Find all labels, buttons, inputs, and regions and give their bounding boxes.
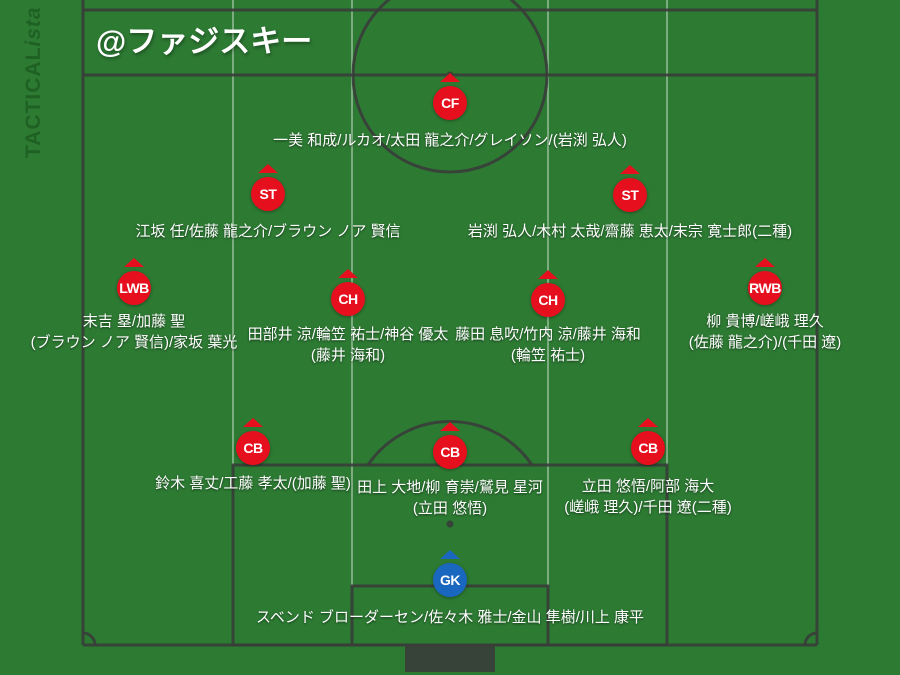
player-names-rwb: 柳 貴博/嵯峨 理久 (佐藤 龍之介)/(千田 遼) bbox=[455, 311, 900, 353]
position-disc-st-right[interactable]: ST bbox=[613, 178, 647, 212]
position-label: CH bbox=[338, 291, 358, 307]
position-marker-cf[interactable]: CF bbox=[433, 73, 467, 121]
facing-arrow-icon bbox=[638, 418, 658, 427]
position-marker-st-left[interactable]: ST bbox=[251, 164, 285, 212]
corner-arc-right bbox=[803, 631, 818, 646]
position-label: CH bbox=[538, 292, 558, 308]
position-disc-cf[interactable]: CF bbox=[433, 86, 467, 120]
player-names-line: 江坂 任/佐藤 龍之介/ブラウン ノア 賢信 bbox=[135, 223, 401, 240]
penalty-spot bbox=[446, 520, 454, 528]
position-marker-ch-left[interactable]: CH bbox=[331, 269, 365, 317]
player-names-line: (藤井 海和) bbox=[310, 347, 386, 364]
player-names-cf: 一美 和成/ルカオ/太田 龍之介/グレイソン/(岩渕 弘人) bbox=[140, 130, 760, 151]
player-names-line: (ブラウン ノア 賢信)/家坂 葉光 bbox=[30, 334, 238, 351]
position-marker-cb-right[interactable]: CB bbox=[631, 418, 665, 466]
position-disc-lwb[interactable]: LWB bbox=[117, 271, 151, 305]
player-names-line: 一美 和成/ルカオ/太田 龍之介/グレイソン/(岩渕 弘人) bbox=[273, 132, 627, 149]
player-names-line: 柳 貴博/嵯峨 理久 bbox=[706, 313, 824, 330]
player-names-line: 田上 大地/柳 育崇/鷲見 星河 bbox=[357, 479, 543, 496]
facing-arrow-icon bbox=[440, 550, 460, 559]
player-names-st-right: 岩渕 弘人/木村 太哉/齋藤 恵太/末宗 寛士郎(二種) bbox=[320, 221, 900, 242]
player-names-cb-center: 田上 大地/柳 育崇/鷲見 星河 (立田 悠悟) bbox=[140, 477, 760, 519]
facing-arrow-icon bbox=[338, 269, 358, 278]
position-label: ST bbox=[621, 187, 639, 203]
position-disc-ch-left[interactable]: CH bbox=[331, 282, 365, 316]
position-disc-cb-left[interactable]: CB bbox=[236, 431, 270, 465]
player-names-ch-left: 田部井 涼/輪笠 祐士/神谷 優太 (藤井 海和) bbox=[38, 324, 658, 366]
position-marker-gk[interactable]: GK bbox=[433, 550, 467, 598]
position-label: GK bbox=[440, 572, 461, 588]
penalty-arc bbox=[366, 419, 534, 466]
facing-arrow-icon bbox=[755, 258, 775, 267]
position-disc-st-left[interactable]: ST bbox=[251, 177, 285, 211]
player-names-cb-left: 鈴木 喜丈/工藤 孝太/(加藤 聖) bbox=[0, 473, 563, 494]
corner-arc-left bbox=[82, 631, 97, 646]
player-names-ch-right: 藤田 息吹/竹内 涼/藤井 海和 (輪笠 祐士) bbox=[238, 324, 858, 366]
facing-arrow-icon bbox=[620, 165, 640, 174]
player-names-line: (立田 悠悟) bbox=[412, 500, 488, 517]
facing-arrow-icon bbox=[440, 422, 460, 431]
player-names-line: (嵯峨 理久)/千田 遼(二種) bbox=[564, 499, 732, 516]
position-label: CB bbox=[243, 440, 263, 456]
player-names-st-left: 江坂 任/佐藤 龍之介/ブラウン ノア 賢信 bbox=[0, 221, 578, 242]
player-names-line: (輪笠 祐士) bbox=[510, 347, 586, 364]
position-label: CB bbox=[638, 440, 658, 456]
position-disc-rwb[interactable]: RWB bbox=[748, 271, 782, 305]
player-names-line: 末吉 塁/加藤 聖 bbox=[82, 313, 186, 330]
page-title: @ファジスキー bbox=[96, 24, 313, 59]
tacticalista-watermark: TACTICALista bbox=[22, 6, 45, 158]
player-names-cb-right: 立田 悠悟/阿部 海大 (嵯峨 理久)/千田 遼(二種) bbox=[338, 476, 900, 518]
position-marker-st-right[interactable]: ST bbox=[613, 165, 647, 213]
position-marker-rwb[interactable]: RWB bbox=[748, 258, 782, 306]
position-label: RWB bbox=[749, 280, 781, 296]
facing-arrow-icon bbox=[243, 418, 263, 427]
facing-arrow-icon bbox=[124, 258, 144, 267]
player-names-gk: スベンド ブローダーセン/佐々木 雅士/金山 隼樹/川上 康平 bbox=[140, 607, 760, 628]
goal-frame bbox=[405, 645, 495, 672]
player-names-line: スベンド ブローダーセン/佐々木 雅士/金山 隼樹/川上 康平 bbox=[255, 609, 645, 626]
player-names-lwb: 末吉 塁/加藤 聖 (ブラウン ノア 賢信)/家坂 葉光 bbox=[0, 311, 444, 353]
position-marker-cb-center[interactable]: CB bbox=[433, 422, 467, 470]
position-marker-ch-right[interactable]: CH bbox=[531, 270, 565, 318]
center-circle bbox=[351, 0, 549, 174]
position-marker-cb-left[interactable]: CB bbox=[236, 418, 270, 466]
position-label: CB bbox=[440, 444, 460, 460]
player-names-line: 田部井 涼/輪笠 祐士/神谷 優太 bbox=[247, 326, 449, 343]
position-label: ST bbox=[259, 186, 277, 202]
position-disc-ch-right[interactable]: CH bbox=[531, 283, 565, 317]
player-names-line: 藤田 息吹/竹内 涼/藤井 海和 bbox=[455, 326, 641, 343]
position-disc-cb-center[interactable]: CB bbox=[433, 435, 467, 469]
player-names-line: 立田 悠悟/阿部 海大 bbox=[581, 478, 715, 495]
facing-arrow-icon bbox=[440, 73, 460, 82]
position-disc-cb-right[interactable]: CB bbox=[631, 431, 665, 465]
player-names-line: 岩渕 弘人/木村 太哉/齋藤 恵太/末宗 寛士郎(二種) bbox=[467, 223, 793, 240]
facing-arrow-icon bbox=[258, 164, 278, 173]
position-marker-lwb[interactable]: LWB bbox=[117, 258, 151, 306]
position-disc-gk[interactable]: GK bbox=[433, 563, 467, 597]
position-label: LWB bbox=[119, 280, 149, 296]
player-names-line: 鈴木 喜丈/工藤 孝太/(加藤 聖) bbox=[155, 475, 351, 492]
player-names-line: (佐藤 龍之介)/(千田 遼) bbox=[688, 334, 842, 351]
facing-arrow-icon bbox=[538, 270, 558, 279]
position-label: CF bbox=[441, 95, 459, 111]
